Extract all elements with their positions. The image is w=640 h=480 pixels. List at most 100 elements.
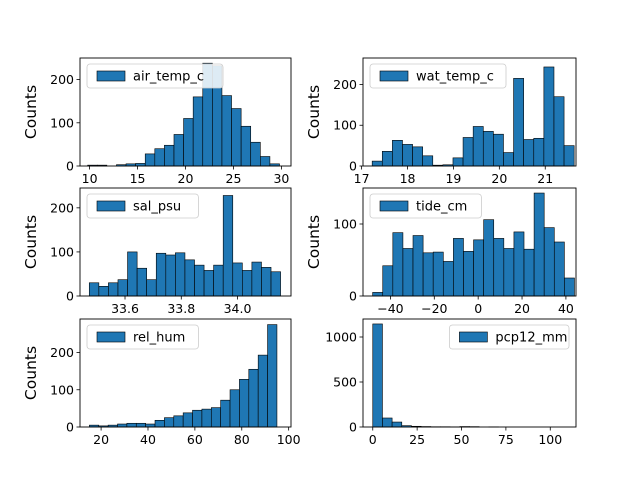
x-tick-label: 25 — [409, 432, 425, 447]
x-tick-label: −40 — [377, 301, 403, 316]
histogram-bar — [472, 126, 484, 167]
legend: tide_cm — [369, 193, 482, 219]
y-axis-label: Counts — [305, 85, 323, 139]
x-tick-label: 0 — [474, 301, 482, 316]
histogram-bar — [267, 324, 278, 428]
histogram-bar — [155, 252, 167, 297]
histogram-bar — [483, 219, 495, 297]
legend-box — [369, 63, 507, 89]
histogram-bar — [164, 144, 175, 167]
histogram-bar — [154, 148, 165, 167]
x-tick-label: 100 — [538, 432, 562, 447]
histogram-bar — [452, 157, 464, 167]
histogram-bar — [184, 259, 195, 297]
histogram-bar — [533, 192, 545, 297]
y-tick-label: 100 — [50, 244, 74, 259]
x-tick-label: 100 — [277, 432, 301, 447]
legend-label: wat_temp_c — [416, 70, 494, 85]
legend-box — [448, 324, 570, 350]
histogram-bar — [503, 248, 515, 297]
histogram-bar — [543, 227, 555, 297]
histogram-bar — [381, 151, 393, 167]
histogram-bar — [402, 248, 414, 297]
y-axis-label: Counts — [22, 346, 40, 400]
histogram-bar — [382, 265, 394, 297]
histogram-bar — [402, 144, 413, 167]
y-tick-label: 500 — [333, 375, 357, 390]
y-tick-label: 100 — [333, 118, 357, 133]
y-tick-label: 0 — [349, 159, 357, 174]
legend-label: sal_psu — [133, 200, 181, 215]
x-tick-label: 21 — [537, 171, 553, 186]
histogram-bar — [523, 248, 535, 297]
axes-frame — [362, 318, 577, 428]
histogram-bar — [192, 409, 203, 428]
histogram-bar — [220, 399, 231, 428]
histogram-bar — [432, 251, 444, 297]
histogram-bar — [183, 118, 194, 167]
histogram-bar — [88, 282, 100, 297]
y-tick-label: 200 — [50, 72, 74, 87]
histogram-bar — [251, 261, 262, 297]
histogram-bar — [146, 279, 157, 297]
x-tick-label: 50 — [454, 432, 470, 447]
histogram-bar — [462, 137, 474, 167]
histogram-bar — [391, 421, 403, 428]
x-tick-label: 17 — [354, 171, 370, 186]
histogram-bar — [165, 254, 176, 297]
histogram-bar — [222, 195, 234, 297]
histogram-bar — [221, 95, 232, 167]
histogram-bar — [493, 238, 505, 297]
histogram-bar — [392, 140, 403, 167]
axes-frame — [79, 318, 292, 428]
y-tick-label: 0 — [349, 289, 357, 304]
y-axis-label: Counts — [305, 215, 323, 269]
histogram-bar — [412, 235, 424, 297]
legend-box — [86, 324, 199, 350]
legend-label: air_temp_c — [133, 70, 204, 85]
histogram-bar — [164, 417, 175, 428]
x-tick-label: 33.6 — [111, 301, 139, 316]
x-tick-label: 80 — [234, 432, 250, 447]
histogram-bar — [135, 422, 146, 428]
legend: pcp12_mm — [448, 324, 570, 350]
histogram-bar — [192, 96, 204, 167]
legend-swatch — [96, 331, 126, 343]
x-tick-label: 18 — [400, 171, 416, 186]
histogram-bar — [257, 354, 268, 428]
chart-panel-1: 10 15 20 25 30 0 100 200 Counts air_temp_c — [22, 57, 292, 186]
y-tick-label: 0 — [66, 420, 74, 435]
legend-label: tide_cm — [416, 200, 467, 215]
y-tick-label: 100 — [333, 217, 357, 232]
histogram-bar — [463, 251, 474, 297]
histogram-bar — [126, 422, 137, 428]
axes-frame — [79, 187, 292, 297]
legend-swatch — [96, 70, 126, 82]
chart-panel-5: 20 40 60 80 100 0 100 200 Counts rel_hum — [22, 318, 301, 447]
histogram-bar — [248, 368, 259, 428]
chart-panel-3: 33.6 33.8 34.0 0 100 200 Counts sal_psu — [22, 187, 292, 316]
histogram-bar — [473, 239, 484, 297]
histogram-bar — [482, 131, 494, 167]
chart-panel-4: −40 −20 0 20 40 0 100 Counts tide_cm — [305, 187, 577, 316]
y-tick-label: 0 — [349, 420, 357, 435]
x-tick-label: 20 — [178, 171, 194, 186]
x-tick-label: 60 — [187, 432, 203, 447]
histogram-bar — [422, 252, 434, 297]
histogram-bar — [240, 125, 252, 167]
x-tick-label: 40 — [558, 301, 574, 316]
legend-box — [86, 63, 224, 89]
histogram-bar — [260, 156, 271, 167]
histogram-bar — [453, 238, 464, 297]
histogram-bar — [372, 292, 384, 297]
y-tick-label: 0 — [66, 289, 74, 304]
histogram-bar — [270, 271, 281, 297]
histogram-bar — [213, 264, 224, 297]
histogram-bar — [182, 412, 193, 428]
x-tick-label: 30 — [273, 171, 289, 186]
x-tick-label: 33.8 — [167, 301, 195, 316]
histogram-bars — [89, 324, 278, 428]
y-tick-label: 100 — [50, 382, 74, 397]
